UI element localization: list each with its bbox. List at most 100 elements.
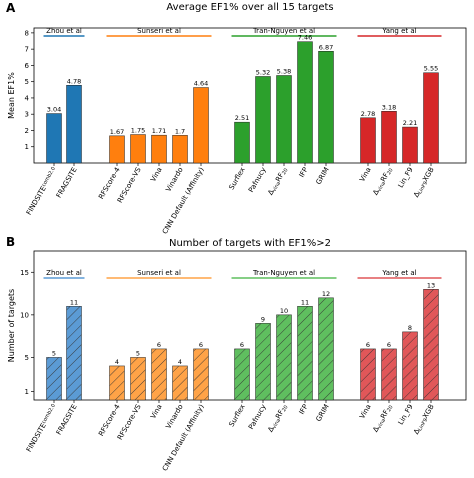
x-tick-label: IFP bbox=[298, 166, 310, 179]
bar-hatch bbox=[276, 314, 292, 400]
x-tick-label: Vina bbox=[149, 166, 164, 183]
y-tick-label: 10 bbox=[20, 311, 29, 319]
bar-hatch bbox=[297, 306, 313, 400]
value-label: 6.87 bbox=[319, 43, 333, 51]
bar-hatch bbox=[318, 297, 334, 400]
y-tick-label: 1 bbox=[25, 143, 29, 151]
y-tick-label: 5 bbox=[25, 78, 29, 86]
bar-hatch bbox=[255, 323, 271, 400]
value-label: 3.04 bbox=[47, 106, 61, 114]
x-tick-label: Lin_F9 bbox=[397, 403, 415, 426]
value-label: 4 bbox=[178, 358, 182, 366]
group-label: Sunseri et al bbox=[137, 269, 181, 277]
x-tick-label: Lin_F9 bbox=[397, 166, 415, 189]
chart-title: Number of targets with EF1%>2 bbox=[169, 238, 331, 249]
value-label: 5 bbox=[52, 349, 56, 357]
y-tick-label: 3 bbox=[25, 111, 29, 119]
value-label: 2.21 bbox=[403, 119, 417, 127]
value-label: 1.67 bbox=[110, 128, 124, 136]
y-axis-label: Mean EF1% bbox=[7, 72, 16, 119]
bar-hatch bbox=[193, 348, 209, 400]
x-tick-label: CNN Default (Affinity) bbox=[161, 403, 206, 473]
value-label: 4.64 bbox=[194, 80, 208, 88]
value-label: 9 bbox=[261, 315, 265, 323]
group-label: Sunseri et al bbox=[137, 27, 181, 35]
value-label: 5.38 bbox=[277, 67, 291, 75]
bar bbox=[360, 117, 376, 164]
value-label: 6 bbox=[199, 341, 203, 349]
value-label: 2.78 bbox=[361, 110, 375, 118]
x-tick-label: Surflex bbox=[228, 403, 247, 428]
group-label: Tran-Nguyen et al bbox=[252, 269, 315, 277]
x-tick-label: ΔLinF9XGB bbox=[412, 403, 437, 437]
value-label: 6 bbox=[157, 341, 161, 349]
y-axis-label: Number of targets bbox=[7, 289, 16, 362]
x-tick-label: Vina bbox=[358, 166, 373, 183]
x-tick-label: CNN Default (Affinity) bbox=[161, 166, 206, 236]
value-label: 3.18 bbox=[382, 103, 396, 111]
value-label: 1.75 bbox=[131, 127, 145, 135]
value-label: 7.46 bbox=[298, 34, 312, 42]
value-label: 6 bbox=[240, 341, 244, 349]
bar-hatch bbox=[423, 289, 439, 400]
bar bbox=[46, 113, 62, 164]
x-tick-label: ΔvinaRF20 bbox=[371, 403, 394, 434]
y-tick-label: 5 bbox=[25, 354, 29, 362]
bar bbox=[130, 134, 146, 164]
bar bbox=[234, 121, 250, 164]
group-label: Tran-Nguyen et al bbox=[252, 27, 315, 35]
bar-hatch bbox=[402, 331, 418, 400]
value-label: 4.78 bbox=[67, 77, 81, 85]
panel-b: B Number of targets with EF1%>2151015Numb… bbox=[6, 235, 467, 473]
x-tick-label: Vinardo bbox=[164, 166, 184, 193]
x-tick-label: Vina bbox=[358, 403, 373, 420]
x-tick-label: GRIM bbox=[315, 403, 331, 423]
bar bbox=[172, 135, 188, 164]
axes-frame bbox=[33, 27, 467, 164]
bar bbox=[193, 87, 209, 164]
x-tick-label: ΔvinaRF20 bbox=[266, 403, 289, 434]
y-tick-label: 4 bbox=[25, 94, 30, 102]
x-tick-label: Vina bbox=[149, 403, 164, 420]
value-label: 5 bbox=[136, 349, 140, 357]
bar-hatch bbox=[130, 357, 146, 400]
value-label: 12 bbox=[322, 290, 330, 298]
x-tick-label: ΔLinF9XGB bbox=[412, 166, 437, 200]
bar bbox=[109, 135, 125, 164]
y-tick-label: 8 bbox=[25, 29, 29, 37]
bar bbox=[297, 41, 313, 164]
x-tick-label: IFP bbox=[298, 403, 310, 416]
panel-label: B bbox=[6, 235, 15, 249]
x-tick-label: ΔvinaRF20 bbox=[266, 166, 289, 197]
bar-hatch bbox=[109, 365, 125, 400]
y-tick-label: 6 bbox=[25, 62, 30, 70]
bar bbox=[318, 51, 334, 164]
bar-hatch bbox=[360, 348, 376, 400]
group-label: Yang et al bbox=[381, 269, 416, 277]
value-label: 1.7 bbox=[175, 127, 185, 135]
x-tick-label: FRAGSITE bbox=[55, 166, 79, 199]
bar bbox=[402, 126, 418, 164]
group-label: Yang et al bbox=[381, 27, 416, 35]
y-tick-label: 1 bbox=[25, 388, 29, 396]
y-tick-label: 2 bbox=[25, 127, 29, 135]
bar bbox=[66, 85, 82, 164]
bar bbox=[151, 134, 167, 164]
bar bbox=[423, 72, 439, 164]
x-tick-label: Surflex bbox=[228, 166, 247, 191]
value-label: 8 bbox=[408, 324, 412, 332]
bar-hatch bbox=[151, 348, 167, 400]
bar-hatch bbox=[66, 306, 82, 400]
bar bbox=[255, 76, 271, 164]
x-tick-label: ΔvinaRF20 bbox=[371, 166, 394, 197]
panel-a: A Average EF1% over all 15 targets 1 2 3 4 5 6 7… bbox=[6, 1, 467, 236]
chart-title: Average EF1% over all 15 targets bbox=[166, 2, 333, 13]
value-label: 2.51 bbox=[235, 114, 249, 122]
value-label: 5.32 bbox=[256, 68, 270, 76]
value-label: 11 bbox=[301, 298, 309, 306]
x-tick-label: Pafnucy bbox=[247, 166, 268, 194]
value-label: 6 bbox=[366, 341, 370, 349]
bar-hatch bbox=[381, 348, 397, 400]
value-label: 6 bbox=[387, 341, 391, 349]
